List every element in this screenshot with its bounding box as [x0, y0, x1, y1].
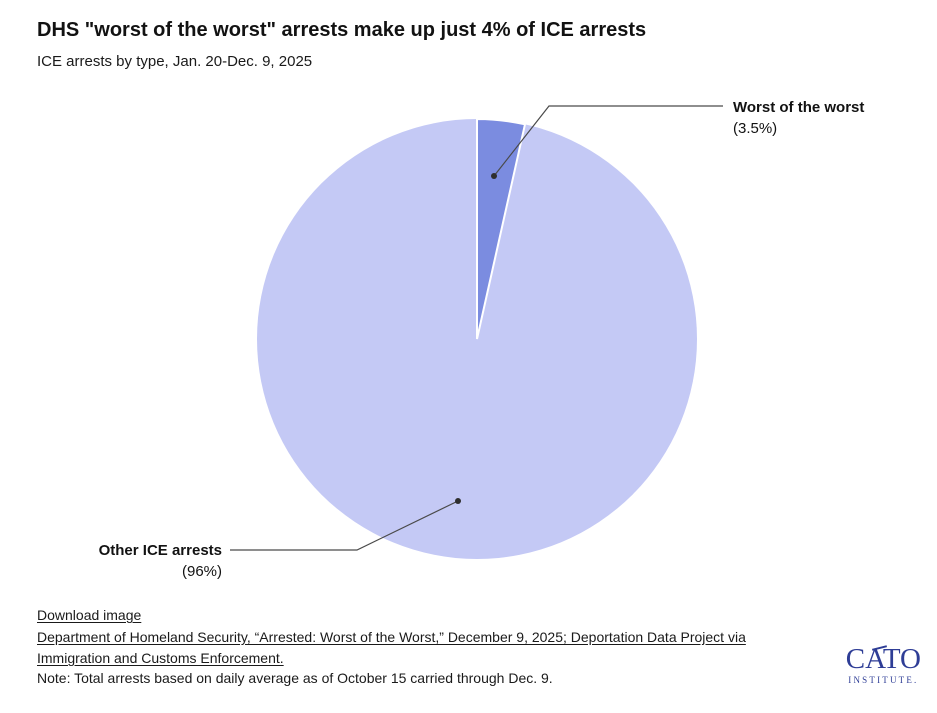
cato-institute-logo: CATO INSTITUTE. — [846, 645, 921, 685]
leader-dot-worst — [491, 173, 497, 179]
callout-worst-percent: (3.5%) — [733, 120, 778, 137]
source-line-1: Department of Homeland Security, “Arrest… — [37, 629, 746, 645]
source-link[interactable]: Department of Homeland Security, “Arrest… — [37, 629, 746, 666]
cato-wordmark-text: CATO — [845, 643, 921, 675]
leader-line-worst — [493, 105, 723, 177]
callout-worst-name: Worst of the worst — [733, 99, 865, 116]
leader-dot-other — [455, 498, 461, 504]
note-text: Note: Total arrests based on daily avera… — [37, 670, 553, 686]
page-title: DHS "worst of the worst" arrests make up… — [37, 19, 647, 41]
callout-other-name: Other ICE arrests — [98, 542, 222, 559]
download-image-link[interactable]: Download image — [37, 607, 142, 623]
page-subtitle: ICE arrests by type, Jan. 20-Dec. 9, 202… — [37, 53, 313, 70]
callout-other-ice-arrests: Other ICE arrests (96%) — [99, 540, 222, 582]
callout-worst-of-the-worst: Worst of the worst (3.5%) — [733, 97, 864, 139]
pie-slice-worst — [476, 117, 527, 340]
callout-other-percent: (96%) — [181, 563, 222, 580]
cato-wordmark: CATO — [846, 645, 921, 674]
cato-institute-subtext: INSTITUTE. — [848, 675, 919, 685]
source-line-2: Immigration and Customs Enforcement. — [37, 650, 284, 666]
leader-line-other — [230, 500, 459, 551]
